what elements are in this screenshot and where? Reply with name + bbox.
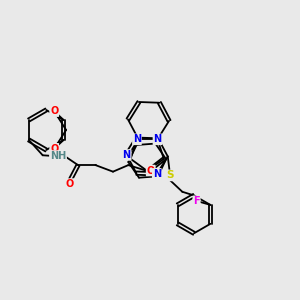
Text: NH: NH xyxy=(50,151,66,161)
Text: S: S xyxy=(166,170,173,180)
Text: N: N xyxy=(153,134,162,144)
Text: O: O xyxy=(147,166,155,176)
Text: N: N xyxy=(133,134,141,144)
Text: F: F xyxy=(193,196,200,206)
Text: O: O xyxy=(50,106,58,116)
Text: N: N xyxy=(123,150,131,160)
Text: O: O xyxy=(66,179,74,189)
Text: N: N xyxy=(153,169,161,179)
Text: O: O xyxy=(50,144,58,154)
